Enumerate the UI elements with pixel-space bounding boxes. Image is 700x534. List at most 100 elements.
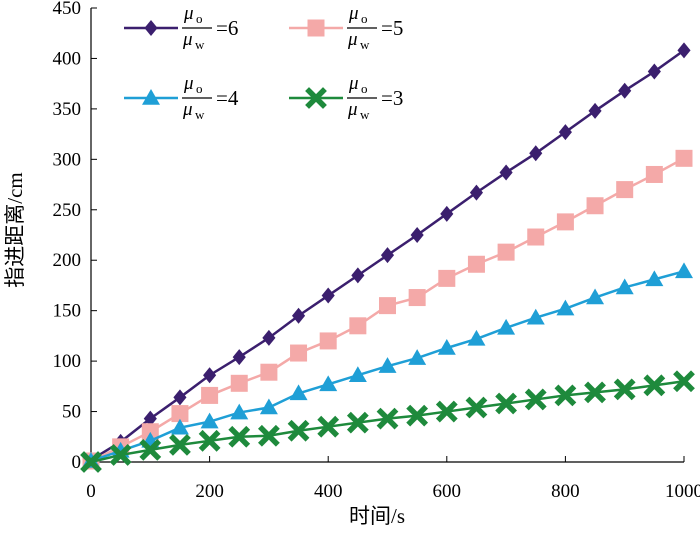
data-point bbox=[169, 433, 191, 456]
data-point bbox=[586, 288, 605, 305]
y-tick-label: 50 bbox=[62, 402, 81, 423]
data-point bbox=[408, 349, 427, 365]
legend-denominator: μ bbox=[347, 99, 358, 120]
data-point bbox=[170, 418, 189, 435]
legend-item: μ oμ w =4 bbox=[124, 73, 239, 122]
data-point bbox=[201, 386, 219, 404]
data-point bbox=[615, 278, 634, 295]
legend-numerator: μ bbox=[348, 73, 359, 94]
x-tick-label: 600 bbox=[433, 481, 462, 502]
legend-denominator: μ bbox=[347, 29, 358, 50]
data-point bbox=[109, 444, 132, 466]
y-tick-label: 0 bbox=[72, 452, 82, 473]
data-point bbox=[527, 228, 545, 246]
data-point bbox=[80, 451, 102, 473]
legend-numerator-sub: o bbox=[196, 11, 203, 26]
y-tick-label: 250 bbox=[53, 200, 82, 221]
data-point bbox=[319, 375, 338, 392]
legend-item: μ oμ w =3 bbox=[289, 73, 403, 122]
legend-value: =6 bbox=[216, 16, 238, 40]
data-point bbox=[554, 384, 577, 407]
legend-numerator-sub: o bbox=[196, 81, 203, 96]
data-point bbox=[499, 164, 513, 181]
data-point bbox=[613, 378, 636, 401]
data-point bbox=[645, 165, 663, 183]
data-point bbox=[351, 267, 365, 284]
data-point bbox=[677, 42, 691, 59]
data-point bbox=[438, 269, 456, 287]
data-point bbox=[584, 381, 606, 404]
y-tick-label: 300 bbox=[53, 149, 82, 170]
legend-numerator-sub: o bbox=[361, 81, 368, 96]
y-tick-label: 200 bbox=[53, 250, 82, 271]
data-point bbox=[143, 410, 157, 427]
legend-item: μ oμ w =6 bbox=[124, 3, 238, 52]
data-point bbox=[200, 412, 219, 429]
data-point bbox=[675, 262, 693, 279]
series-triangle bbox=[82, 262, 693, 468]
data-point bbox=[203, 367, 217, 384]
data-point bbox=[258, 424, 280, 447]
data-point bbox=[228, 425, 251, 448]
data-point bbox=[260, 363, 278, 381]
data-point bbox=[408, 289, 426, 307]
legend-marker bbox=[142, 89, 160, 105]
legend-denominator-sub: w bbox=[360, 37, 370, 52]
data-point bbox=[497, 318, 516, 335]
legend-denominator: μ bbox=[182, 99, 193, 120]
data-point bbox=[556, 299, 575, 316]
data-point bbox=[348, 366, 367, 382]
data-point bbox=[469, 184, 484, 201]
y-tick-label: 450 bbox=[53, 0, 82, 19]
x-tick-label: 800 bbox=[551, 481, 580, 502]
data-point bbox=[495, 392, 517, 415]
legend-denominator-sub: w bbox=[195, 107, 205, 122]
series-x bbox=[80, 370, 695, 473]
legend-item: μ oμ w =5 bbox=[289, 3, 403, 52]
data-point bbox=[497, 243, 515, 261]
data-point bbox=[321, 287, 335, 304]
legend-denominator-sub: w bbox=[360, 107, 370, 122]
legend-marker bbox=[144, 20, 158, 36]
data-point bbox=[524, 388, 547, 411]
data-point bbox=[287, 419, 310, 442]
data-point bbox=[379, 297, 396, 315]
x-tick-label: 1000 bbox=[665, 481, 700, 502]
data-point bbox=[616, 181, 634, 199]
data-point bbox=[529, 145, 543, 162]
legend-value: =4 bbox=[216, 86, 239, 110]
x-tick-label: 200 bbox=[195, 481, 224, 502]
data-point bbox=[262, 329, 276, 346]
data-point bbox=[406, 404, 429, 427]
legend-numerator: μ bbox=[183, 73, 194, 94]
y-tick-label: 400 bbox=[53, 48, 82, 69]
data-point bbox=[378, 357, 397, 373]
data-point bbox=[346, 411, 369, 434]
data-point bbox=[376, 407, 399, 430]
data-point bbox=[232, 349, 246, 366]
data-point bbox=[558, 124, 572, 141]
data-point bbox=[141, 423, 159, 441]
x-tick-label: 0 bbox=[86, 481, 96, 502]
data-point bbox=[290, 344, 308, 362]
data-point bbox=[647, 63, 661, 80]
series-group bbox=[80, 42, 695, 473]
data-point bbox=[618, 82, 632, 99]
x-axis-title: 时间/s bbox=[349, 504, 405, 528]
data-point bbox=[230, 374, 248, 392]
legend: μ oμ w=6μ oμ w=5μ oμ w=4μ oμ w=3 bbox=[124, 3, 403, 122]
data-point bbox=[526, 308, 545, 325]
data-point bbox=[586, 197, 604, 215]
y-tick-label: 150 bbox=[53, 301, 82, 322]
x-tick-label: 400 bbox=[314, 481, 343, 502]
legend-marker bbox=[305, 87, 327, 109]
data-point bbox=[291, 307, 306, 324]
data-point bbox=[230, 403, 249, 420]
legend-numerator-sub: o bbox=[361, 11, 368, 26]
data-point bbox=[465, 396, 488, 419]
data-point bbox=[435, 400, 458, 423]
data-point bbox=[673, 370, 695, 393]
legend-value: =3 bbox=[381, 86, 403, 110]
data-point bbox=[380, 247, 395, 264]
